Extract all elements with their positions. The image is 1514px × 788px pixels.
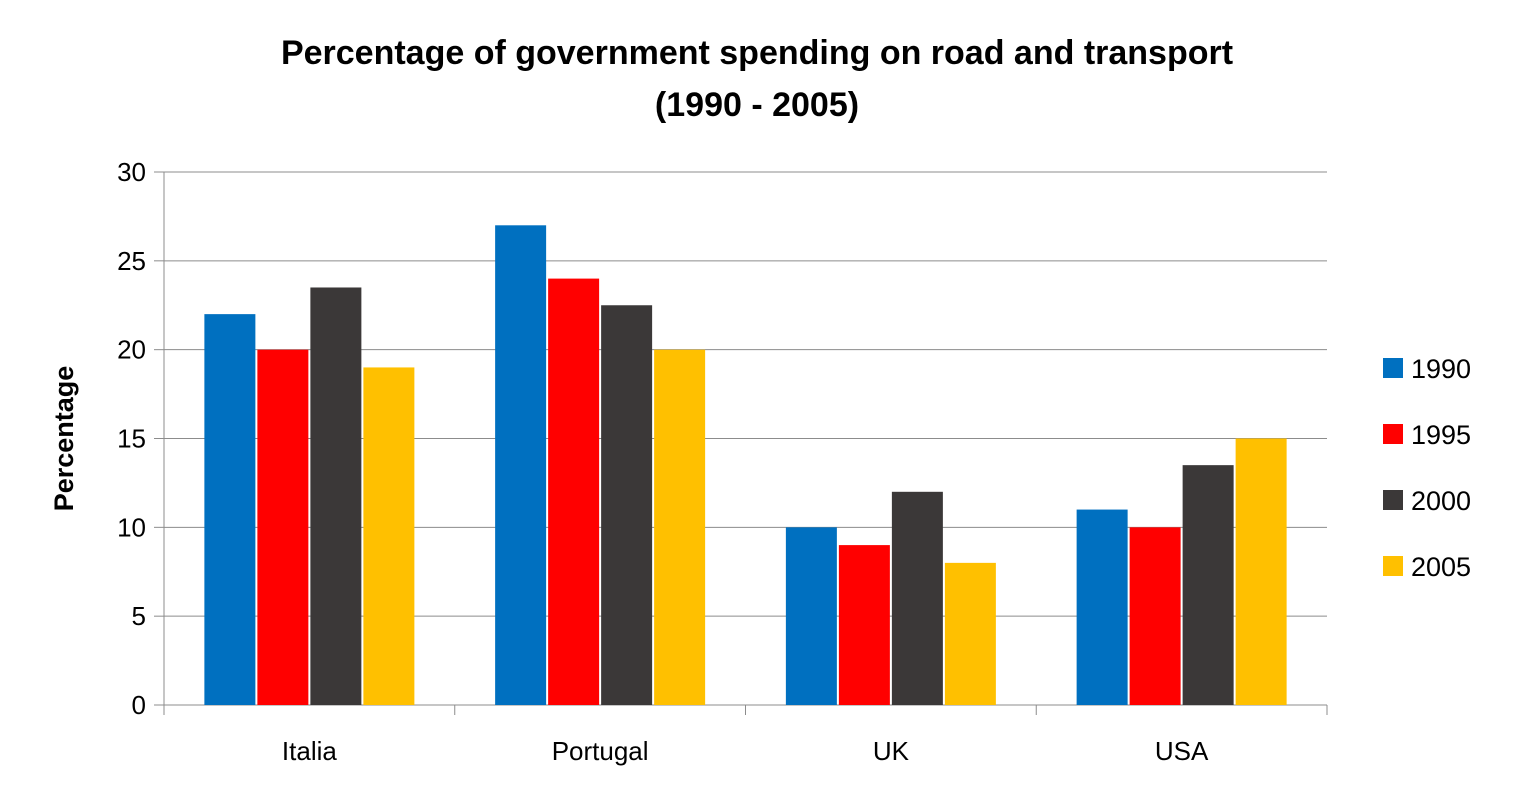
legend-label-1990: 1990 [1411,354,1471,384]
x-tick-label: UK [873,736,910,766]
x-tick-label: Portugal [552,736,649,766]
bar-2000-usa [1182,465,1234,705]
legend-swatch-1990 [1383,358,1403,378]
y-tick-label: 10 [117,512,146,542]
bar-1990-usa [1076,509,1128,705]
bar-2000-portugal [601,305,653,705]
bar-1990-portugal [495,225,547,706]
y-tick-label: 0 [132,690,146,720]
legend-label-2005: 2005 [1411,552,1471,582]
legend-swatch-2005 [1383,556,1403,576]
bar-1995-italia [257,349,309,705]
y-tick-label: 30 [117,157,146,187]
y-tick-label: 20 [117,335,146,365]
bar-1990-uk [785,527,837,705]
bar-1995-uk [838,545,890,705]
chart-title: Percentage of government spending on roa… [280,34,1234,72]
bar-1990-italia [204,314,256,705]
bar-2000-italia [310,287,362,705]
bar-1995-portugal [548,278,600,705]
bar-2005-portugal [654,349,706,705]
y-tick-label: 15 [117,424,146,454]
bar-2005-usa [1235,438,1287,705]
y-tick-label: 25 [117,246,146,276]
legend-label-2000: 2000 [1411,486,1471,516]
legend-swatch-1995 [1383,424,1403,444]
bar-2005-italia [363,367,415,705]
x-tick-label: Italia [282,736,337,766]
bar-2005-uk [944,562,996,705]
legend-swatch-2000 [1383,490,1403,510]
y-tick-label: 5 [132,601,146,631]
x-tick-label: USA [1155,736,1209,766]
bar-2000-uk [891,491,943,705]
y-axis-label: Percentage [49,366,79,512]
legend-label-1995: 1995 [1411,420,1471,450]
chart-subtitle: (1990 - 2005) [654,86,860,124]
bar-1995-usa [1129,527,1181,705]
